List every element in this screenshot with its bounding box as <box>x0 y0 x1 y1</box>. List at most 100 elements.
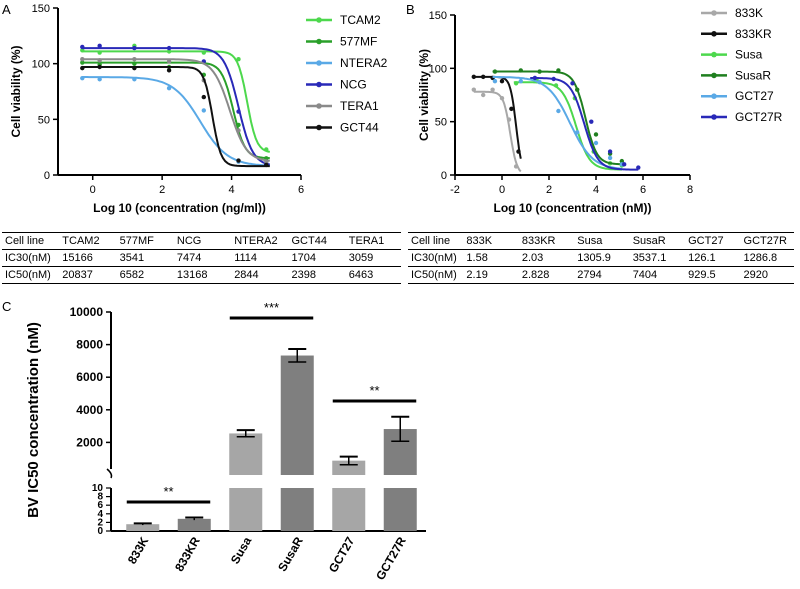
p1-data-point-susar <box>593 132 599 137</box>
p0-x-tick-label: 0 <box>90 184 96 196</box>
bar-y-tick-label-lower: 0 <box>97 526 103 537</box>
p1-data-point-gct27 <box>556 108 561 114</box>
p0-legend-label-tcam2: TCAM2 <box>340 13 381 27</box>
table-cell: 6463 <box>345 266 401 284</box>
p0-legend-marker-ntera2 <box>316 60 322 66</box>
table-cell: GCT27 <box>685 232 741 250</box>
table-cell: 3537.1 <box>629 249 686 267</box>
p1-data-point-833k <box>471 87 476 92</box>
p1-series-line-gct27r <box>530 77 639 171</box>
table-cell: 1305.9 <box>574 249 630 267</box>
bar-y-tick-label-lower: 8 <box>97 492 103 503</box>
p0-x-tick-label: 4 <box>229 184 235 196</box>
table-cell: 126.1 <box>685 249 741 267</box>
table-cell: Cell line <box>2 232 60 250</box>
p0-x-axis-label: Log 10 (concentration (ng/ml)) <box>93 201 266 215</box>
p0-data-point-tera1 <box>80 57 85 62</box>
p1-data-point-susa <box>513 81 519 86</box>
p1-x-tick-label: 4 <box>593 184 599 196</box>
p0-data-point-tera1 <box>97 58 102 63</box>
bar-category-label-gct27r: GCT27R <box>373 534 409 582</box>
p1-data-point-susar <box>492 69 498 74</box>
p1-x-axis-label: Log 10 (concentration (nM)) <box>494 201 652 215</box>
table-row: IC30(nM) 15166 3541 7474 1114 1704 3059 <box>2 249 401 267</box>
p1-series-line-susa <box>513 81 622 171</box>
p0-data-point-577mf <box>132 61 137 66</box>
bar-833kr <box>177 518 211 531</box>
bar-y-axis-label: BV IC50 concentration (nM) <box>25 322 42 518</box>
p0-data-point-ntera2 <box>132 77 137 82</box>
p0-series-line-tera1 <box>82 58 270 162</box>
table-cell: IC30(nM) <box>2 249 60 267</box>
table-cell: 6582 <box>116 266 174 284</box>
p1-legend-marker-833kr <box>711 31 717 37</box>
table-cell: IC30(nM) <box>408 249 464 267</box>
p0-y-tick-label: 0 <box>44 170 50 182</box>
p0-data-point-tera1 <box>132 57 137 62</box>
table-cell: Cell line <box>408 232 464 250</box>
bar-lower-segment-susar <box>280 488 314 531</box>
significance-label: ** <box>163 484 173 499</box>
p1-legend-label-833k: 833K <box>735 6 763 20</box>
p1-data-point-susar <box>619 158 625 164</box>
p1-data-point-gct27r <box>532 75 538 81</box>
p0-series-line-tcam2 <box>82 50 271 153</box>
table-cell: 833K <box>463 232 519 250</box>
p1-data-point-susar <box>518 68 523 73</box>
table-cell: 1704 <box>288 249 346 267</box>
p0-legend-marker-ncg <box>316 81 322 88</box>
p0-legend-marker-tera1 <box>316 103 322 109</box>
table-cell: 2.03 <box>518 249 575 267</box>
table-row: IC50(nM) 2.19 2.828 2794 7404 929.5 2920 <box>408 266 794 284</box>
p0-data-point-tcam2 <box>80 48 85 53</box>
p1-y-axis-label: Cell viability (%) <box>417 49 431 141</box>
p0-data-point-tcam2 <box>201 50 206 55</box>
p1-x-tick-label: -2 <box>450 184 460 196</box>
p1-data-point-gct27 <box>593 140 599 146</box>
p0-series-line-gct44 <box>82 66 270 168</box>
significance-label: ** <box>369 383 379 398</box>
table-cell: 20837 <box>59 266 117 284</box>
bar-lower-segment-gct27 <box>332 488 366 531</box>
table-header-row: Cell line TCAM2 577MF NCG NTERA2 GCT44 TERA1 <box>2 232 401 250</box>
p1-data-point-833k <box>499 96 505 101</box>
bar-susar <box>280 355 314 475</box>
p1-data-point-833k <box>490 87 495 92</box>
p0-legend-label-ntera2: NTERA2 <box>340 56 388 70</box>
table-cell: IC50(nM) <box>2 266 60 284</box>
table-cell: 3059 <box>345 249 401 267</box>
p1-data-point-833k <box>506 117 512 122</box>
p1-legend-label-susar: SusaR <box>735 68 771 82</box>
p1-data-point-susar <box>537 69 542 74</box>
p0-data-point-gct44 <box>80 65 85 71</box>
bar-y-tick-label-lower: 4 <box>97 509 103 520</box>
table-cell: 1114 <box>231 249 289 267</box>
bar-y-tick-label-lower: 10 <box>92 483 104 494</box>
p1-y-tick-label: 150 <box>429 10 447 22</box>
bar-susa <box>229 433 263 475</box>
bar-lower-segment-susa <box>229 488 263 531</box>
p1-legend-label-833kr: 833KR <box>735 27 772 41</box>
p1-data-point-833k <box>513 164 519 169</box>
panel-label-c: C <box>2 299 11 314</box>
table-cell: 3541 <box>116 249 174 267</box>
p0-y-tick-label: 150 <box>32 3 50 15</box>
p0-data-point-tcam2 <box>264 147 269 152</box>
p0-data-point-ncg <box>80 44 85 50</box>
p1-data-point-gct27 <box>537 80 542 85</box>
p0-data-point-ntera2 <box>97 77 102 82</box>
bar-lower-segment-gct27r <box>383 488 417 531</box>
bar-y-tick-label-lower: 2 <box>97 517 103 528</box>
p0-data-point-gct44 <box>166 68 172 73</box>
table-cell: 2844 <box>231 266 289 284</box>
table-cell: TERA1 <box>345 232 401 250</box>
p1-data-point-gct27 <box>492 78 498 84</box>
p1-x-tick-label: 2 <box>546 184 552 196</box>
bar-y-tick-label-upper: 4000 <box>76 403 103 417</box>
p0-data-point-tera1 <box>264 159 269 164</box>
bar-y-tick-label-lower: 6 <box>97 500 103 511</box>
p0-data-point-tcam2 <box>97 50 102 55</box>
table-cell: TCAM2 <box>59 232 117 250</box>
table-cell: 833KR <box>518 232 575 250</box>
p1-legend-label-gct27r: GCT27R <box>735 110 783 124</box>
